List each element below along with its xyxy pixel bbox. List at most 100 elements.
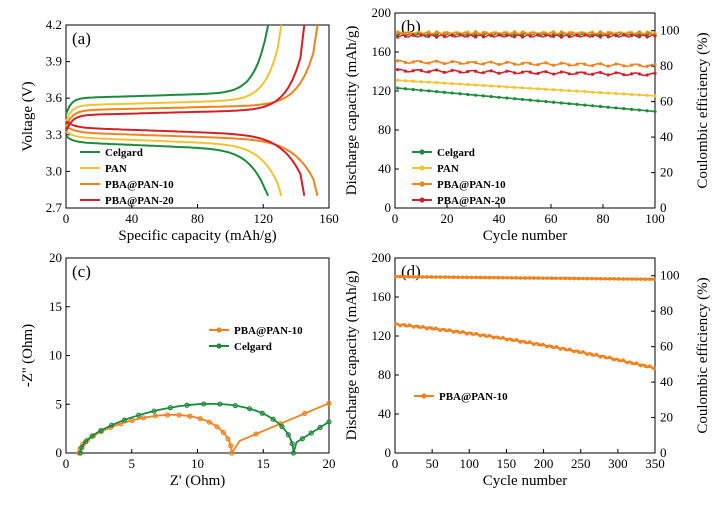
capacity-point (552, 63, 556, 67)
panel-3: 0 5 10 15 20 0 5 10 15 20 Z' (Ohm) -Z'' (Ohm) (c) PBA… (20, 250, 336, 489)
capacity-point (396, 86, 400, 90)
capacity-point (575, 102, 579, 106)
efficiency-point (652, 277, 657, 282)
legend-entry: PBA@PAN-10 (439, 391, 508, 403)
impedance-point (184, 402, 190, 408)
y2-tick-label: 0 (660, 445, 667, 460)
x-tick-label: 160 (319, 211, 339, 226)
capacity-point (653, 71, 657, 75)
x-axis-label: Z' (Ohm) (170, 473, 226, 489)
capacity-point (497, 71, 501, 75)
legend-entry: PBA@PAN-10 (437, 179, 506, 191)
capacity-point (552, 100, 556, 104)
efficiency-point (451, 275, 456, 280)
legend-marker (419, 181, 425, 187)
efficiency-point (478, 275, 483, 280)
capacity-point (567, 63, 571, 67)
capacity-point (630, 72, 634, 76)
capacity-point (583, 71, 587, 75)
efficiency-point (536, 276, 541, 280)
capacity-point (403, 87, 407, 91)
efficiency-point (545, 276, 550, 280)
y-tick-label: 5 (56, 396, 63, 411)
capacity-point (591, 104, 595, 108)
capacity-point (598, 62, 603, 66)
efficiency-point (645, 31, 649, 35)
y-tick-label: 3.3 (46, 127, 62, 142)
efficiency-point (594, 276, 599, 281)
x-tick-label: 50 (426, 456, 439, 471)
capacity-point (411, 79, 415, 83)
capacity-point (575, 62, 579, 66)
efficiency-point (481, 35, 485, 39)
impedance-point (270, 416, 276, 422)
impedance-point (217, 401, 223, 407)
efficiency-point (427, 34, 431, 38)
capacity-point (536, 71, 540, 76)
capacity-point (622, 107, 626, 111)
capacity-point (554, 345, 558, 349)
panel-1: 0 40 80 120 160 2.7 3.0 3.3 3.6 3.9 4.2 Specific ca… (20, 17, 339, 244)
capacity-point (438, 328, 443, 333)
efficiency-point (591, 31, 595, 35)
legend-marker (419, 149, 425, 155)
capacity-point (583, 103, 587, 107)
capacity-point (639, 363, 643, 368)
capacity-point (575, 89, 579, 93)
capacity-point (429, 326, 434, 330)
capacity-point (427, 70, 431, 74)
y2-tick-label: 100 (660, 268, 680, 283)
capacity-point (398, 323, 403, 328)
capacity-point (544, 61, 548, 65)
x-tick-label: 120 (254, 211, 274, 226)
efficiency-point (460, 275, 465, 280)
y2-tick-label: 40 (660, 129, 673, 144)
capacity-point (621, 358, 625, 363)
efficiency-point (637, 35, 642, 39)
efficiency-point (438, 275, 443, 279)
capacity-point (393, 321, 398, 326)
x-tick-label: 40 (493, 211, 506, 226)
capacity-point (419, 88, 423, 92)
capacity-point (567, 89, 571, 93)
efficiency-point (598, 35, 603, 39)
capacity-point (645, 109, 649, 113)
capacity-point (552, 72, 556, 76)
capacity-point (590, 352, 594, 357)
efficiency-point (474, 32, 478, 37)
x-tick-label: 300 (608, 456, 628, 471)
efficiency-point (396, 35, 400, 39)
capacity-point (489, 60, 493, 64)
capacity-point (466, 92, 470, 97)
efficiency-point (606, 31, 610, 35)
y-tick-label: 120 (372, 328, 392, 343)
capacity-point (606, 91, 610, 95)
x-tick-label: 250 (571, 456, 591, 471)
capacity-point (513, 97, 517, 101)
capacity-point (447, 328, 452, 332)
y-tick-label: 3.6 (46, 90, 63, 105)
y-tick-label: 40 (378, 406, 391, 421)
x-tick-label: 0 (63, 456, 70, 471)
capacity-point (567, 347, 572, 352)
capacity-point (442, 90, 446, 94)
efficiency-point (469, 275, 474, 280)
efficiency-point (612, 277, 616, 281)
capacity-point (505, 85, 509, 89)
efficiency-point (505, 33, 509, 38)
capacity-point (402, 323, 407, 327)
capacity-point (567, 72, 571, 76)
efficiency-point (450, 33, 454, 37)
capacity-point (481, 94, 485, 98)
efficiency-point (630, 277, 634, 281)
efficiency-point (465, 275, 469, 280)
capacity-point (612, 357, 616, 362)
capacity-point (416, 324, 420, 329)
capacity-point (492, 335, 496, 340)
capacity-point (442, 62, 446, 66)
y-tick-label: 200 (372, 5, 392, 20)
x-tick-label: 40 (125, 211, 138, 226)
y-axis-label: -Z'' (Ohm) (20, 324, 36, 387)
efficiency-series (397, 30, 656, 35)
capacity-point (544, 99, 548, 104)
